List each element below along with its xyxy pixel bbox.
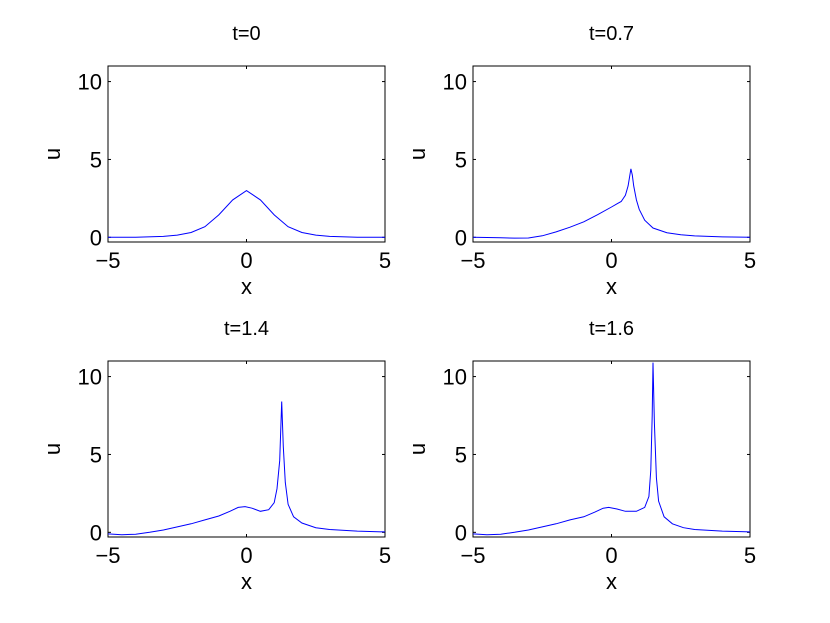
x-tick-label-3-2: 5 [744, 543, 756, 568]
x-tick-label-3-1: 0 [605, 543, 617, 568]
x-tick-label-2-1: 0 [240, 543, 252, 568]
series-line-1-0 [472, 168, 751, 239]
series-line-0-0 [107, 189, 386, 238]
x-tick-label-2-2: 5 [379, 543, 391, 568]
x-tick-label-2-0: −5 [95, 543, 120, 568]
y-tick-label-0-1: 5 [90, 147, 102, 172]
x-axis-label-0: x [241, 274, 252, 299]
y-tick-label-2-2: 10 [78, 365, 102, 390]
panel-title-3: t=1.6 [589, 318, 634, 340]
panel-title-1: t=0.7 [589, 23, 634, 45]
x-tick-label-1-1: 0 [605, 248, 617, 273]
y-tick-label-3-0: 0 [455, 520, 467, 545]
x-axis-label-2: x [241, 569, 252, 594]
y-axis-label-0: u [40, 148, 65, 160]
x-tick-label-0-1: 0 [240, 248, 252, 273]
x-axis-label-3: x [606, 569, 617, 594]
x-tick-label-0-2: 5 [379, 248, 391, 273]
y-tick-label-2-0: 0 [90, 520, 102, 545]
y-axis-label-1: u [405, 148, 430, 160]
x-tick-label-1-0: −5 [460, 248, 485, 273]
plot-frame-0 [107, 65, 386, 243]
x-tick-label-1-2: 5 [744, 248, 756, 273]
y-tick-label-0-2: 10 [78, 70, 102, 95]
y-tick-label-1-2: 10 [443, 70, 467, 95]
x-axis-label-1: x [606, 274, 617, 299]
x-tick-label-0-0: −5 [95, 248, 120, 273]
y-axis-label-2: u [40, 443, 65, 455]
y-tick-label-1-0: 0 [455, 225, 467, 250]
plot-frame-3 [472, 360, 751, 538]
plot-frame-1 [472, 65, 751, 243]
panel-title-0: t=0 [232, 23, 260, 45]
plot-frame-2 [107, 360, 386, 538]
y-tick-label-2-1: 5 [90, 442, 102, 467]
y-tick-label-3-2: 10 [443, 365, 467, 390]
y-tick-label-3-1: 5 [455, 442, 467, 467]
series-line-3-0 [472, 362, 751, 536]
y-tick-label-0-0: 0 [90, 225, 102, 250]
panel-title-2: t=1.4 [224, 318, 269, 340]
y-tick-label-1-1: 5 [455, 147, 467, 172]
x-tick-label-3-0: −5 [460, 543, 485, 568]
series-line-2-0 [107, 401, 386, 536]
y-axis-label-3: u [405, 443, 430, 455]
